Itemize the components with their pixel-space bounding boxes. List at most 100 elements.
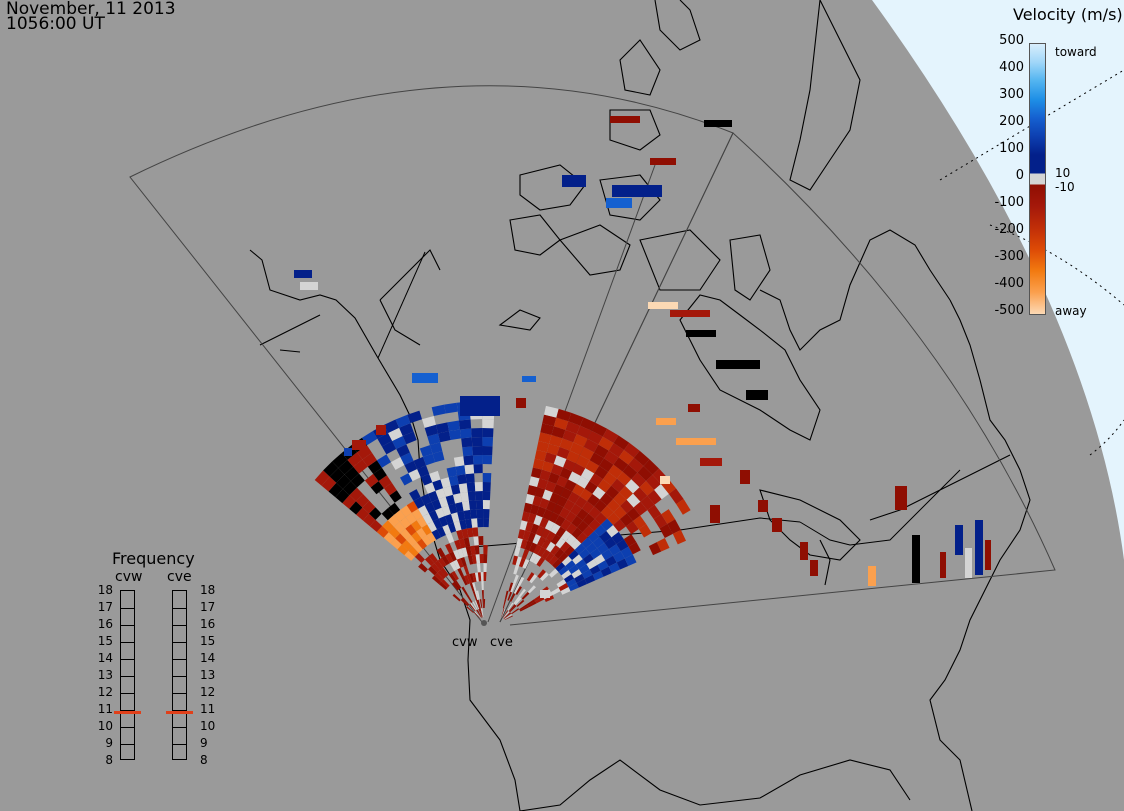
radar-cell [473,464,483,474]
freq-scale-label: 14 [200,651,216,665]
radar-cell [483,563,487,573]
radar-cell [464,464,475,475]
radar-cell [357,445,372,460]
radar-cell [463,565,470,576]
freq-scale-label: 16 [200,617,216,631]
freq-scale-label: 15 [97,634,113,648]
radar-cell [560,530,572,542]
radar-cell [556,495,568,508]
radar-cell [545,552,555,563]
radar-cell [572,463,586,476]
radar-cell [555,526,567,538]
radar-cell [604,537,617,550]
radar-cell [568,582,579,592]
colorbar-tick: 200 [999,114,1024,129]
radar-cell [582,525,595,538]
radar-cell [524,540,533,551]
radar-cell [474,600,480,610]
radar-cell [482,455,493,465]
radar-cell [462,446,473,457]
radar-cell [483,545,488,555]
far-range-cells [294,116,991,598]
frequency-title: Frequency [112,549,195,568]
colorbar-tick: 100 [999,141,1024,156]
radar-cell [585,542,598,554]
radar-cell [568,471,581,484]
radar-cell [579,488,593,502]
radar-cell [427,566,438,576]
freq-box-cve [172,590,187,760]
radar-cell [465,473,475,484]
radar-cell [530,467,542,479]
radar-cell [660,476,670,484]
radar-cell [562,429,577,443]
radar-cell [591,422,608,437]
radar-cell [564,545,575,557]
radar-cell [406,501,419,513]
radar-cell [594,524,607,537]
radar-cell [593,554,606,565]
radar-cell [612,185,662,197]
radar-cell [537,536,547,547]
radar-cell [367,460,382,474]
radar-cell [448,572,457,582]
radar-cell [479,608,483,618]
radar-cell [564,479,577,492]
radar-cell [466,574,473,584]
radar-cell [519,520,528,531]
freq-gridline [173,693,186,694]
time-label: 1056:00 UT [6,14,105,34]
radar-cell [638,524,652,538]
radar-cell [384,419,400,433]
radar-cell [438,581,448,590]
freq-scale-label: 12 [97,685,113,699]
radar-cell [417,465,430,478]
radar-cell [457,510,466,521]
radar-cell [465,518,473,529]
radar-cell [659,523,673,539]
colorbar-toward-label: toward [1055,45,1097,59]
radar-cell [895,486,907,510]
radar-cell [546,541,556,553]
radar-cell [438,431,451,443]
radar-cell [552,484,565,496]
radar-cell [481,581,484,591]
radar-cell [772,518,782,532]
radar-cell [633,487,648,502]
radar-cell [463,509,472,520]
radar-cell [355,494,370,508]
radar-cell [427,433,441,446]
radar-cell [475,491,483,501]
radar-cell [458,538,466,549]
freq-gridline [121,744,134,745]
radar-cell [704,120,732,127]
radar-cell [566,523,578,535]
colorbar-title: Velocity (m/s) [1013,5,1123,24]
radar-cell [868,566,876,586]
radar-cell [542,414,557,427]
radar-cell [370,481,384,495]
radar-cell [611,478,626,493]
radar-cell [588,506,601,519]
radar-cell [587,430,603,445]
radar-cell [476,590,480,600]
radar-cell [646,474,661,490]
freq-col-cvw: cvw [115,569,143,585]
radar-cell [554,515,566,527]
radar-cell [414,552,425,564]
radar-cell [426,532,437,543]
radar-cell [349,501,363,515]
radar-cell [424,482,436,494]
radar-cell [448,503,458,514]
radar-cell [502,610,509,618]
radar-cell [501,608,505,618]
radar-cell [522,559,530,569]
radar-cell [395,533,407,545]
radar-cell [469,582,475,592]
freq-gridline [121,710,134,711]
date-label: November, 11 2013 [6,0,176,19]
radar-cell [479,608,483,618]
radar-cell [378,475,392,489]
radar-cell [440,477,451,489]
freq-gridline [121,727,134,728]
